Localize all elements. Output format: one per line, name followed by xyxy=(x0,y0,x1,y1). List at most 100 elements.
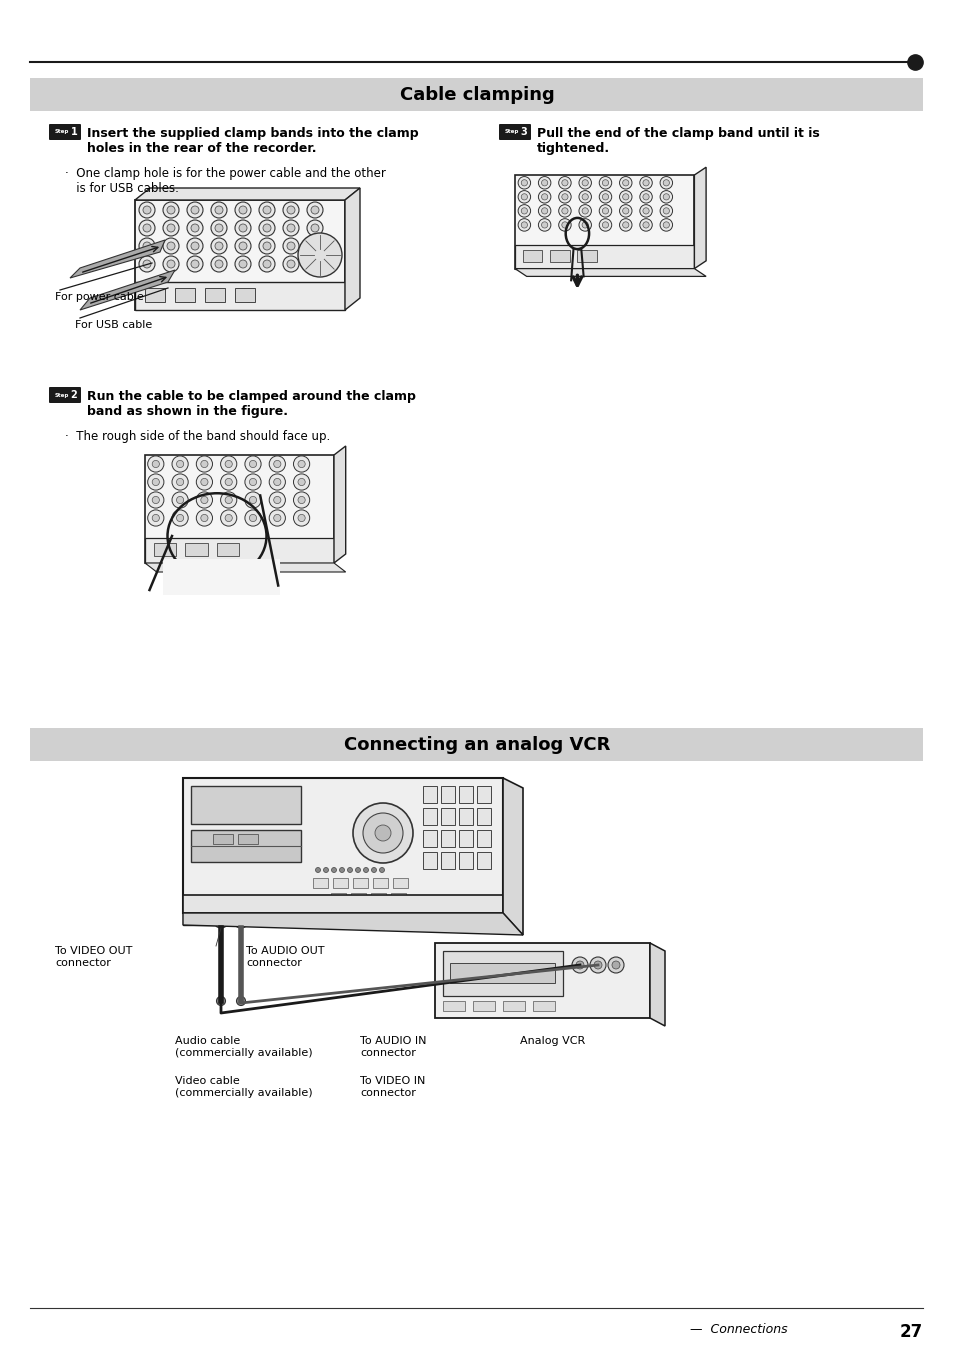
Circle shape xyxy=(307,238,323,254)
Circle shape xyxy=(598,177,611,189)
Circle shape xyxy=(639,219,652,231)
Circle shape xyxy=(294,492,310,508)
Circle shape xyxy=(258,203,274,218)
Circle shape xyxy=(211,238,227,254)
Circle shape xyxy=(618,204,631,218)
Text: Pull the end of the clamp band until it is
tightened.: Pull the end of the clamp band until it … xyxy=(537,127,819,155)
Circle shape xyxy=(561,180,567,186)
Circle shape xyxy=(520,193,527,200)
FancyBboxPatch shape xyxy=(440,852,455,869)
Circle shape xyxy=(234,255,251,272)
Circle shape xyxy=(581,193,588,200)
Circle shape xyxy=(581,208,588,213)
Circle shape xyxy=(307,255,323,272)
Circle shape xyxy=(239,205,247,213)
FancyBboxPatch shape xyxy=(422,852,436,869)
Circle shape xyxy=(287,205,294,213)
Polygon shape xyxy=(649,943,664,1025)
Circle shape xyxy=(355,867,360,873)
FancyBboxPatch shape xyxy=(458,852,473,869)
Text: To AUDIO OUT
connector: To AUDIO OUT connector xyxy=(246,946,324,967)
Circle shape xyxy=(297,478,305,485)
Circle shape xyxy=(287,224,294,232)
FancyBboxPatch shape xyxy=(577,250,597,262)
Circle shape xyxy=(581,222,588,228)
Circle shape xyxy=(269,455,285,471)
Circle shape xyxy=(558,219,571,231)
Text: Insert the supplied clamp bands into the clamp
holes in the rear of the recorder: Insert the supplied clamp bands into the… xyxy=(87,127,418,155)
Circle shape xyxy=(172,509,188,526)
Circle shape xyxy=(191,242,199,250)
FancyBboxPatch shape xyxy=(191,786,301,824)
Circle shape xyxy=(148,492,164,508)
Polygon shape xyxy=(145,563,345,571)
Circle shape xyxy=(598,190,611,203)
Circle shape xyxy=(662,193,669,200)
Circle shape xyxy=(576,961,583,969)
FancyBboxPatch shape xyxy=(145,455,334,563)
Circle shape xyxy=(214,224,223,232)
FancyBboxPatch shape xyxy=(440,808,455,825)
Circle shape xyxy=(297,232,341,277)
Polygon shape xyxy=(183,913,522,935)
Circle shape xyxy=(323,867,328,873)
Circle shape xyxy=(287,259,294,267)
Circle shape xyxy=(274,515,280,521)
Circle shape xyxy=(642,208,648,213)
Circle shape xyxy=(537,219,550,231)
Circle shape xyxy=(347,867,352,873)
Circle shape xyxy=(520,180,527,186)
FancyBboxPatch shape xyxy=(237,834,257,844)
FancyBboxPatch shape xyxy=(476,808,491,825)
Polygon shape xyxy=(694,168,705,269)
Circle shape xyxy=(167,242,174,250)
Circle shape xyxy=(258,255,274,272)
Circle shape xyxy=(191,205,199,213)
FancyBboxPatch shape xyxy=(442,1001,464,1011)
Circle shape xyxy=(263,205,271,213)
FancyBboxPatch shape xyxy=(49,386,81,403)
Circle shape xyxy=(269,492,285,508)
FancyBboxPatch shape xyxy=(353,878,368,888)
Circle shape xyxy=(375,825,391,842)
Circle shape xyxy=(598,204,611,218)
Circle shape xyxy=(607,957,623,973)
Circle shape xyxy=(578,219,591,231)
FancyBboxPatch shape xyxy=(49,124,81,141)
Circle shape xyxy=(517,219,530,231)
Circle shape xyxy=(581,180,588,186)
Circle shape xyxy=(225,515,233,521)
Circle shape xyxy=(167,224,174,232)
FancyBboxPatch shape xyxy=(183,913,502,925)
Circle shape xyxy=(601,180,608,186)
Text: For power cable: For power cable xyxy=(55,292,144,303)
Circle shape xyxy=(220,455,236,471)
Circle shape xyxy=(139,203,154,218)
Circle shape xyxy=(639,190,652,203)
Circle shape xyxy=(196,509,213,526)
Circle shape xyxy=(211,255,227,272)
Text: Audio cable
(commercially available): Audio cable (commercially available) xyxy=(174,1036,313,1058)
Text: —  Connections: — Connections xyxy=(689,1323,787,1336)
Text: Step: Step xyxy=(55,130,70,135)
Circle shape xyxy=(220,509,236,526)
Circle shape xyxy=(213,915,228,928)
FancyBboxPatch shape xyxy=(213,834,233,844)
Circle shape xyxy=(662,208,669,213)
FancyBboxPatch shape xyxy=(183,778,502,913)
FancyBboxPatch shape xyxy=(391,893,406,905)
Circle shape xyxy=(200,461,208,467)
Circle shape xyxy=(601,208,608,213)
Circle shape xyxy=(642,180,648,186)
Circle shape xyxy=(659,190,672,203)
Circle shape xyxy=(211,220,227,236)
Text: ·  One clamp hole is for the power cable and the other
   is for USB cables.: · One clamp hole is for the power cable … xyxy=(65,168,385,195)
Circle shape xyxy=(297,496,305,504)
Text: 2: 2 xyxy=(71,390,77,400)
Circle shape xyxy=(311,259,318,267)
Circle shape xyxy=(601,193,608,200)
FancyBboxPatch shape xyxy=(30,728,923,761)
Circle shape xyxy=(249,515,256,521)
Circle shape xyxy=(612,961,619,969)
Circle shape xyxy=(263,224,271,232)
